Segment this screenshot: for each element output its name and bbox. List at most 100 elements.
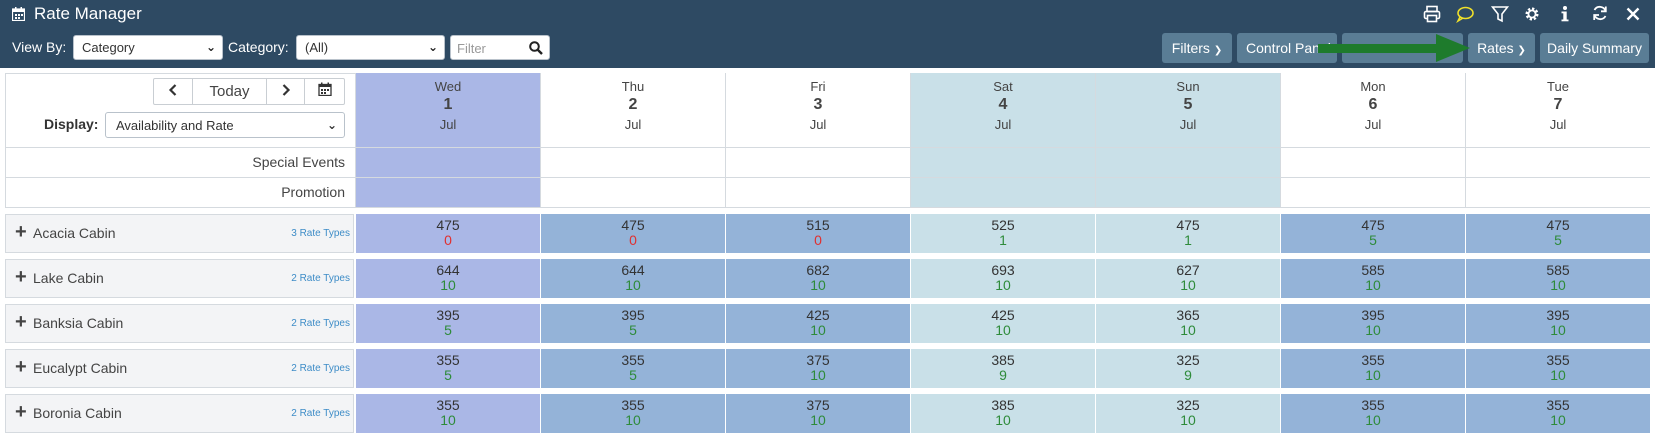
rate-cell[interactable]: 355 5 [355, 349, 540, 388]
rate-cell[interactable]: 355 10 [540, 394, 725, 433]
event-cell[interactable] [725, 147, 910, 177]
next-date-button[interactable] [267, 79, 305, 104]
rate-cell[interactable]: 385 9 [910, 349, 1095, 388]
rate-cell[interactable]: 355 10 [1465, 349, 1650, 388]
rate-types-link[interactable]: 2 Rate Types [291, 273, 350, 284]
event-cell[interactable] [355, 177, 540, 207]
event-cell[interactable] [725, 177, 910, 207]
day-header[interactable]: Sun 5 Jul [1095, 73, 1280, 147]
rate-value: 525 [991, 217, 1015, 233]
rate-types-link[interactable]: 3 Rate Types [291, 228, 350, 239]
rate-cell[interactable]: 355 5 [540, 349, 725, 388]
rate-cell[interactable]: 425 10 [910, 304, 1095, 343]
rate-cell[interactable]: 385 10 [910, 394, 1095, 433]
rate-cell[interactable]: 325 9 [1095, 349, 1280, 388]
expand-plus-icon[interactable]: + [15, 266, 27, 288]
event-cell[interactable] [1280, 177, 1465, 207]
print-icon[interactable] [1423, 5, 1441, 23]
rate-cell[interactable]: 375 10 [725, 349, 910, 388]
day-number: 4 [998, 96, 1008, 113]
control-panel-button[interactable]: Control Panel [1237, 33, 1337, 63]
rates-button[interactable]: Rates ❯ [1468, 33, 1535, 63]
event-cell[interactable] [1465, 147, 1650, 177]
rate-cell[interactable]: 475 0 [540, 214, 725, 253]
availability-value: 10 [1365, 277, 1381, 293]
category-row[interactable]: + Acacia Cabin 3 Rate Types [5, 214, 354, 253]
rate-cell[interactable]: 682 10 [725, 259, 910, 298]
expand-plus-icon[interactable]: + [15, 401, 27, 423]
rate-types-link[interactable]: 2 Rate Types [291, 408, 350, 419]
rate-cell[interactable]: 395 5 [540, 304, 725, 343]
filter-input[interactable]: Filter [450, 35, 550, 60]
daily-summary-button[interactable]: Daily Summary [1540, 33, 1649, 63]
rate-value: 475 [1546, 217, 1570, 233]
category-row[interactable]: + Boronia Cabin 2 Rate Types [5, 394, 354, 433]
day-header[interactable]: Sat 4 Jul [910, 73, 1095, 147]
day-header[interactable]: Tue 7 Jul [1465, 73, 1650, 147]
view-by-select[interactable]: Category ⌄ [73, 35, 223, 60]
info-icon[interactable] [1556, 5, 1574, 23]
event-cell[interactable] [910, 147, 1095, 177]
display-select[interactable]: Availability and Rate ⌄ [105, 112, 345, 138]
rate-types-link[interactable]: 2 Rate Types [291, 318, 350, 329]
event-cell[interactable] [1095, 177, 1280, 207]
expand-plus-icon[interactable]: + [15, 221, 27, 243]
rate-cell[interactable]: 395 5 [355, 304, 540, 343]
event-cell[interactable] [1095, 147, 1280, 177]
rate-cell[interactable]: 355 10 [1465, 394, 1650, 433]
day-header[interactable]: Fri 3 Jul [725, 73, 910, 147]
today-button[interactable]: Today [193, 79, 267, 104]
rate-value: 355 [1361, 397, 1385, 413]
close-icon[interactable] [1624, 5, 1642, 23]
day-header[interactable]: Thu 2 Jul [540, 73, 725, 147]
rate-cell[interactable]: 365 10 [1095, 304, 1280, 343]
rate-cell[interactable]: 355 10 [1280, 394, 1465, 433]
rate-cell[interactable]: 475 1 [1095, 214, 1280, 253]
event-cell[interactable] [540, 147, 725, 177]
rate-cell[interactable]: 355 10 [355, 394, 540, 433]
rate-cell[interactable]: 475 5 [1280, 214, 1465, 253]
day-number: 2 [628, 96, 638, 113]
rate-cell[interactable]: 515 0 [725, 214, 910, 253]
day-header[interactable]: Wed 1 Jul [355, 73, 540, 147]
control-panel-label: Control Panel [1246, 40, 1331, 56]
rate-cell[interactable]: 644 10 [540, 259, 725, 298]
filter-icon[interactable] [1491, 5, 1509, 23]
rate-cell[interactable]: 525 1 [910, 214, 1095, 253]
event-cell[interactable] [355, 147, 540, 177]
calendar-icon [317, 82, 332, 97]
rate-cell[interactable]: 585 10 [1465, 259, 1650, 298]
gear-icon[interactable] [1523, 5, 1541, 23]
rate-cell[interactable]: 627 10 [1095, 259, 1280, 298]
rate-cell[interactable]: 644 10 [355, 259, 540, 298]
event-cell[interactable] [910, 177, 1095, 207]
rate-cell[interactable]: 375 10 [725, 394, 910, 433]
category-row[interactable]: + Banksia Cabin 2 Rate Types [5, 304, 354, 343]
rate-cell[interactable]: 475 0 [355, 214, 540, 253]
rate-types-link[interactable]: 2 Rate Types [291, 363, 350, 374]
event-cell[interactable] [540, 177, 725, 207]
category-row[interactable]: + Lake Cabin 2 Rate Types [5, 259, 354, 298]
refresh-icon[interactable] [1591, 4, 1609, 22]
category-select[interactable]: (All) ⌄ [296, 35, 445, 60]
availability-value: 10 [1180, 412, 1196, 428]
rate-cell[interactable]: 585 10 [1280, 259, 1465, 298]
rate-cell[interactable]: 355 10 [1280, 349, 1465, 388]
day-header[interactable]: Mon 6 Jul [1280, 73, 1465, 147]
rate-cell[interactable]: 395 10 [1465, 304, 1650, 343]
event-cell[interactable] [1465, 177, 1650, 207]
rate-cell[interactable]: 425 10 [725, 304, 910, 343]
rate-cell[interactable]: 395 10 [1280, 304, 1465, 343]
prev-date-button[interactable] [154, 79, 193, 104]
event-cell[interactable] [1280, 147, 1465, 177]
rate-cell[interactable]: 693 10 [910, 259, 1095, 298]
calendar-picker-button[interactable] [305, 79, 344, 104]
comment-icon[interactable] [1456, 5, 1474, 23]
expand-plus-icon[interactable]: + [15, 356, 27, 378]
search-icon[interactable] [529, 41, 543, 55]
expand-plus-icon[interactable]: + [15, 311, 27, 333]
filters-button[interactable]: Filters ❯ [1162, 33, 1232, 63]
rate-cell[interactable]: 325 10 [1095, 394, 1280, 433]
category-row[interactable]: + Eucalypt Cabin 2 Rate Types [5, 349, 354, 388]
rate-cell[interactable]: 475 5 [1465, 214, 1650, 253]
